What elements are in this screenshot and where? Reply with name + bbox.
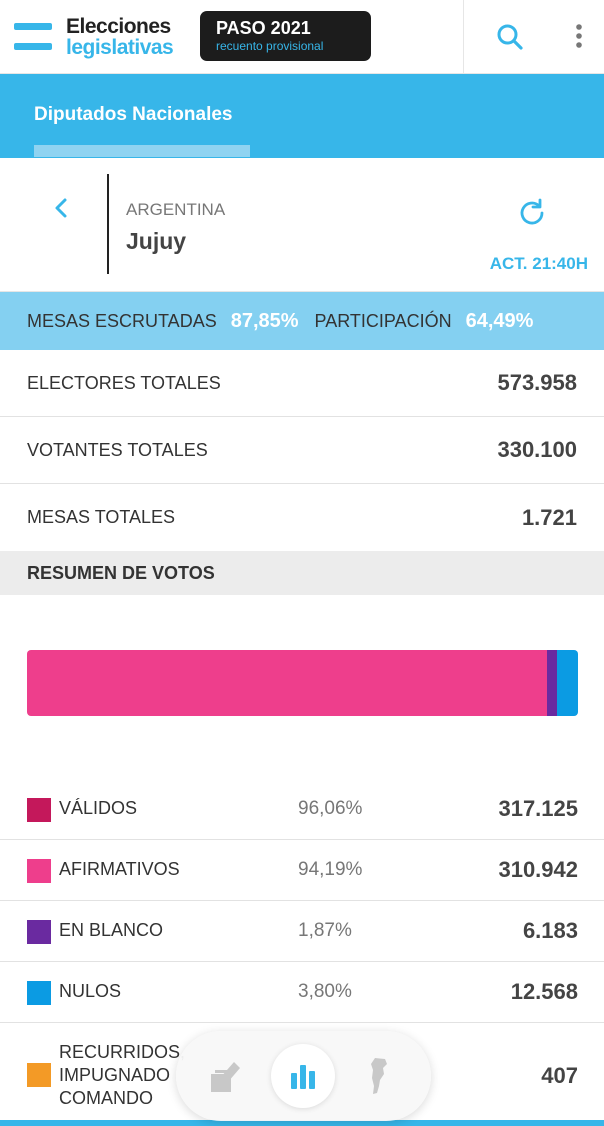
app-header: Elecciones legislativas PASO 2021 recuen… xyxy=(0,0,604,74)
tab-bar: Diputados Nacionales xyxy=(0,74,604,158)
vote-percent: 3,80% xyxy=(298,981,352,1002)
chevron-left-icon[interactable] xyxy=(50,196,74,220)
vote-value: 317.125 xyxy=(498,796,578,821)
vote-percent: 1,87% xyxy=(298,920,352,941)
bar-segment-afirmativos xyxy=(27,650,547,716)
bar-segment-nulos xyxy=(557,650,578,716)
vote-row-en-blanco: EN BLANCO 1,87% 6.183 xyxy=(0,901,604,962)
votes-stacked-bar xyxy=(27,650,578,716)
stat-label: MESAS TOTALES xyxy=(27,507,176,527)
bar-chart-icon[interactable] xyxy=(271,1044,335,1108)
stat-label: ELECTORES TOTALES xyxy=(27,372,221,393)
stat-value: 1.721 xyxy=(521,504,577,530)
vote-value: 407 xyxy=(541,1063,578,1088)
vote-row-nulos: NULOS 3,80% 12.568 xyxy=(0,962,604,1023)
more-vertical-icon[interactable] xyxy=(568,22,590,52)
vote-value: 12.568 xyxy=(510,979,578,1004)
vote-label: EN BLANCO xyxy=(59,920,164,940)
color-swatch xyxy=(27,798,51,822)
vote-value: 6.183 xyxy=(522,918,578,943)
bottom-nav xyxy=(176,1031,431,1121)
participacion-value: 64,49% xyxy=(465,309,534,332)
vote-row-afirmativos: AFIRMATIVOS 94,19% 310.942 xyxy=(0,840,604,901)
flag-logo-icon xyxy=(14,22,52,51)
stat-row-votantes: VOTANTES TOTALES 330.100 xyxy=(0,417,604,484)
update-time: ACT. 21:40H xyxy=(489,254,588,273)
participacion-label: PARTICIPACIÓN xyxy=(314,310,452,331)
badge-subtitle: recuento provisional xyxy=(216,39,324,53)
color-swatch xyxy=(27,1063,51,1087)
stat-row-mesas: MESAS TOTALES 1.721 xyxy=(0,484,604,551)
color-swatch xyxy=(27,981,51,1005)
logo-line1: Elecciones xyxy=(66,14,171,38)
color-swatch xyxy=(27,920,51,944)
header-divider xyxy=(463,0,464,74)
bottom-accent-line xyxy=(0,1120,604,1126)
vote-value: 310.942 xyxy=(498,857,578,882)
section-title: RESUMEN DE VOTOS xyxy=(0,551,604,595)
vote-percent: 96,06% xyxy=(298,798,363,819)
stat-row-electores: ELECTORES TOTALES 573.958 xyxy=(0,350,604,417)
refresh-icon[interactable] xyxy=(515,196,549,230)
votes-chart xyxy=(0,595,604,779)
badge-title: PASO 2021 xyxy=(216,18,311,38)
color-swatch xyxy=(27,859,51,883)
vote-percent: 94,19% xyxy=(298,859,363,880)
vote-row-validos: VÁLIDOS 96,06% 317.125 xyxy=(0,779,604,840)
location-country: ARGENTINA xyxy=(126,200,226,219)
search-icon[interactable] xyxy=(495,22,525,52)
stat-value: 573.958 xyxy=(497,370,577,395)
vote-row-recurridos: RECURRIDOS, IMPUGNADO COMANDO 407 xyxy=(0,1023,604,1126)
location-panel: ARGENTINA Jujuy ACT. 21:40H xyxy=(0,158,604,292)
location-province: Jujuy xyxy=(126,228,187,254)
active-tab-indicator xyxy=(34,145,250,157)
argentina-map-icon[interactable] xyxy=(348,1044,412,1108)
vote-label: NULOS xyxy=(59,981,122,1001)
mesas-escrutadas-value: 87,85% xyxy=(230,309,299,332)
tab-diputados-nacionales[interactable]: Diputados Nacionales xyxy=(34,104,233,125)
mesas-escrutadas-label: MESAS ESCRUTADAS xyxy=(27,310,217,331)
ballot-box-icon[interactable] xyxy=(194,1044,258,1108)
vote-label: VÁLIDOS xyxy=(59,798,138,818)
summary-bar: MESAS ESCRUTADAS 87,85% PARTICIPACIÓN 64… xyxy=(0,292,604,350)
bar-segment-en-blanco xyxy=(546,650,558,716)
vote-label: AFIRMATIVOS xyxy=(59,859,180,879)
location-divider xyxy=(107,174,109,274)
stat-value: 330.100 xyxy=(497,437,577,462)
app-logo[interactable]: Elecciones legislativas xyxy=(14,14,174,59)
stat-label: VOTANTES TOTALES xyxy=(27,439,208,460)
vote-label: RECURRIDOS, IMPUGNADO COMANDO xyxy=(59,1042,186,1108)
paso-badge: PASO 2021 recuento provisional xyxy=(200,11,371,61)
logo-line2: legislativas xyxy=(66,35,174,59)
